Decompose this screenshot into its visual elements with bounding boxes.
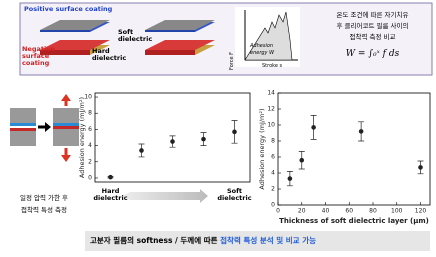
inset-graph xyxy=(235,7,300,67)
soft-label: Soft dielectric xyxy=(118,28,153,43)
y-tick-label: 8 xyxy=(271,138,275,145)
description-line: 접착력 측정 비교 xyxy=(349,33,396,41)
y-tick-label: 6 xyxy=(271,154,275,161)
x-tick-label: 40 xyxy=(322,208,330,215)
negative-label: Negative surface coating xyxy=(22,45,55,67)
point xyxy=(232,129,237,135)
inset-area-label: Adhesion energy W xyxy=(250,43,275,56)
inset-x-label: Stroke s xyxy=(262,63,283,69)
y-tick-label: 10 xyxy=(84,94,92,101)
point xyxy=(170,139,175,144)
x-tick-label: 60 xyxy=(345,208,353,215)
y-tick-label: 6 xyxy=(88,126,92,133)
point xyxy=(108,174,113,180)
positive-label: Positive surface coating xyxy=(24,5,113,13)
banner-plain: 고분자 필름의 softness / 두께에 따른 xyxy=(90,236,218,245)
y-tick-label: 0 xyxy=(88,174,92,181)
y-tick-label: 12 xyxy=(267,106,275,113)
y-tick-label: 0 xyxy=(271,202,275,209)
point xyxy=(311,125,316,130)
caption-line: 접착력 특성 측정 xyxy=(21,206,67,214)
x-tick-label: 100 xyxy=(391,208,403,215)
description-line: 후 클리어코트 필름 사이의 xyxy=(336,22,409,30)
description: 온도 조건에 따른 자기치유 후 클리어코트 필름 사이의 접착력 측정 비교 … xyxy=(315,10,430,60)
stack-hard xyxy=(40,20,110,55)
inset-y-label: Force F xyxy=(229,52,235,70)
top-panel xyxy=(19,2,433,76)
x-tick-label: 20 xyxy=(298,208,306,215)
y-tick-label: 2 xyxy=(88,158,92,165)
banner-box xyxy=(85,231,430,251)
banner-text: 고분자 필름의 softness / 두께에 따른 접착력 특성 분석 및 비교… xyxy=(90,236,316,245)
x-tick-label: 120 xyxy=(415,208,427,215)
plot-frame xyxy=(94,92,251,183)
x-tick-label: Hard dielectric xyxy=(93,187,128,202)
point xyxy=(201,136,206,142)
point xyxy=(139,148,144,153)
y-tick-label: 2 xyxy=(271,186,275,193)
x-tick-label: 80 xyxy=(369,208,377,215)
point xyxy=(358,129,364,134)
point xyxy=(287,176,293,181)
x-tick-label: 0 xyxy=(276,208,280,215)
point xyxy=(299,157,305,163)
y-tick-label: 10 xyxy=(267,122,275,129)
y-axis-label: Adhesion energy (mJ/m²) xyxy=(78,97,86,178)
x-tick-label: Soft dielectric xyxy=(217,187,252,202)
y-tick-label: 8 xyxy=(88,110,92,117)
y-tick-label: 14 xyxy=(267,90,275,97)
point xyxy=(418,165,423,170)
y-axis-label: Adhesion energy (mJ/m²) xyxy=(258,108,266,189)
formula: W = ∫₀ˣ f ds xyxy=(345,49,400,59)
hard-label: Hard dielectric xyxy=(92,47,127,62)
x-axis-label: Thickness of soft dielectric layer (μm) xyxy=(279,217,429,225)
softness-arrow xyxy=(122,189,208,203)
left-caption: 일정 압력 가한 후 접착력 특성 측정 xyxy=(2,192,86,216)
caption-line: 일정 압력 가한 후 xyxy=(19,194,69,202)
description-line: 온도 조건에 따른 자기치유 xyxy=(336,11,409,19)
stack-soft xyxy=(145,20,215,55)
y-tick-label: 4 xyxy=(271,170,275,177)
plot-frame xyxy=(277,92,431,206)
left-diagram xyxy=(10,94,79,162)
y-tick-label: 4 xyxy=(88,142,92,149)
banner-highlight: 접착력 특성 분석 및 비교 가능 xyxy=(220,236,316,245)
